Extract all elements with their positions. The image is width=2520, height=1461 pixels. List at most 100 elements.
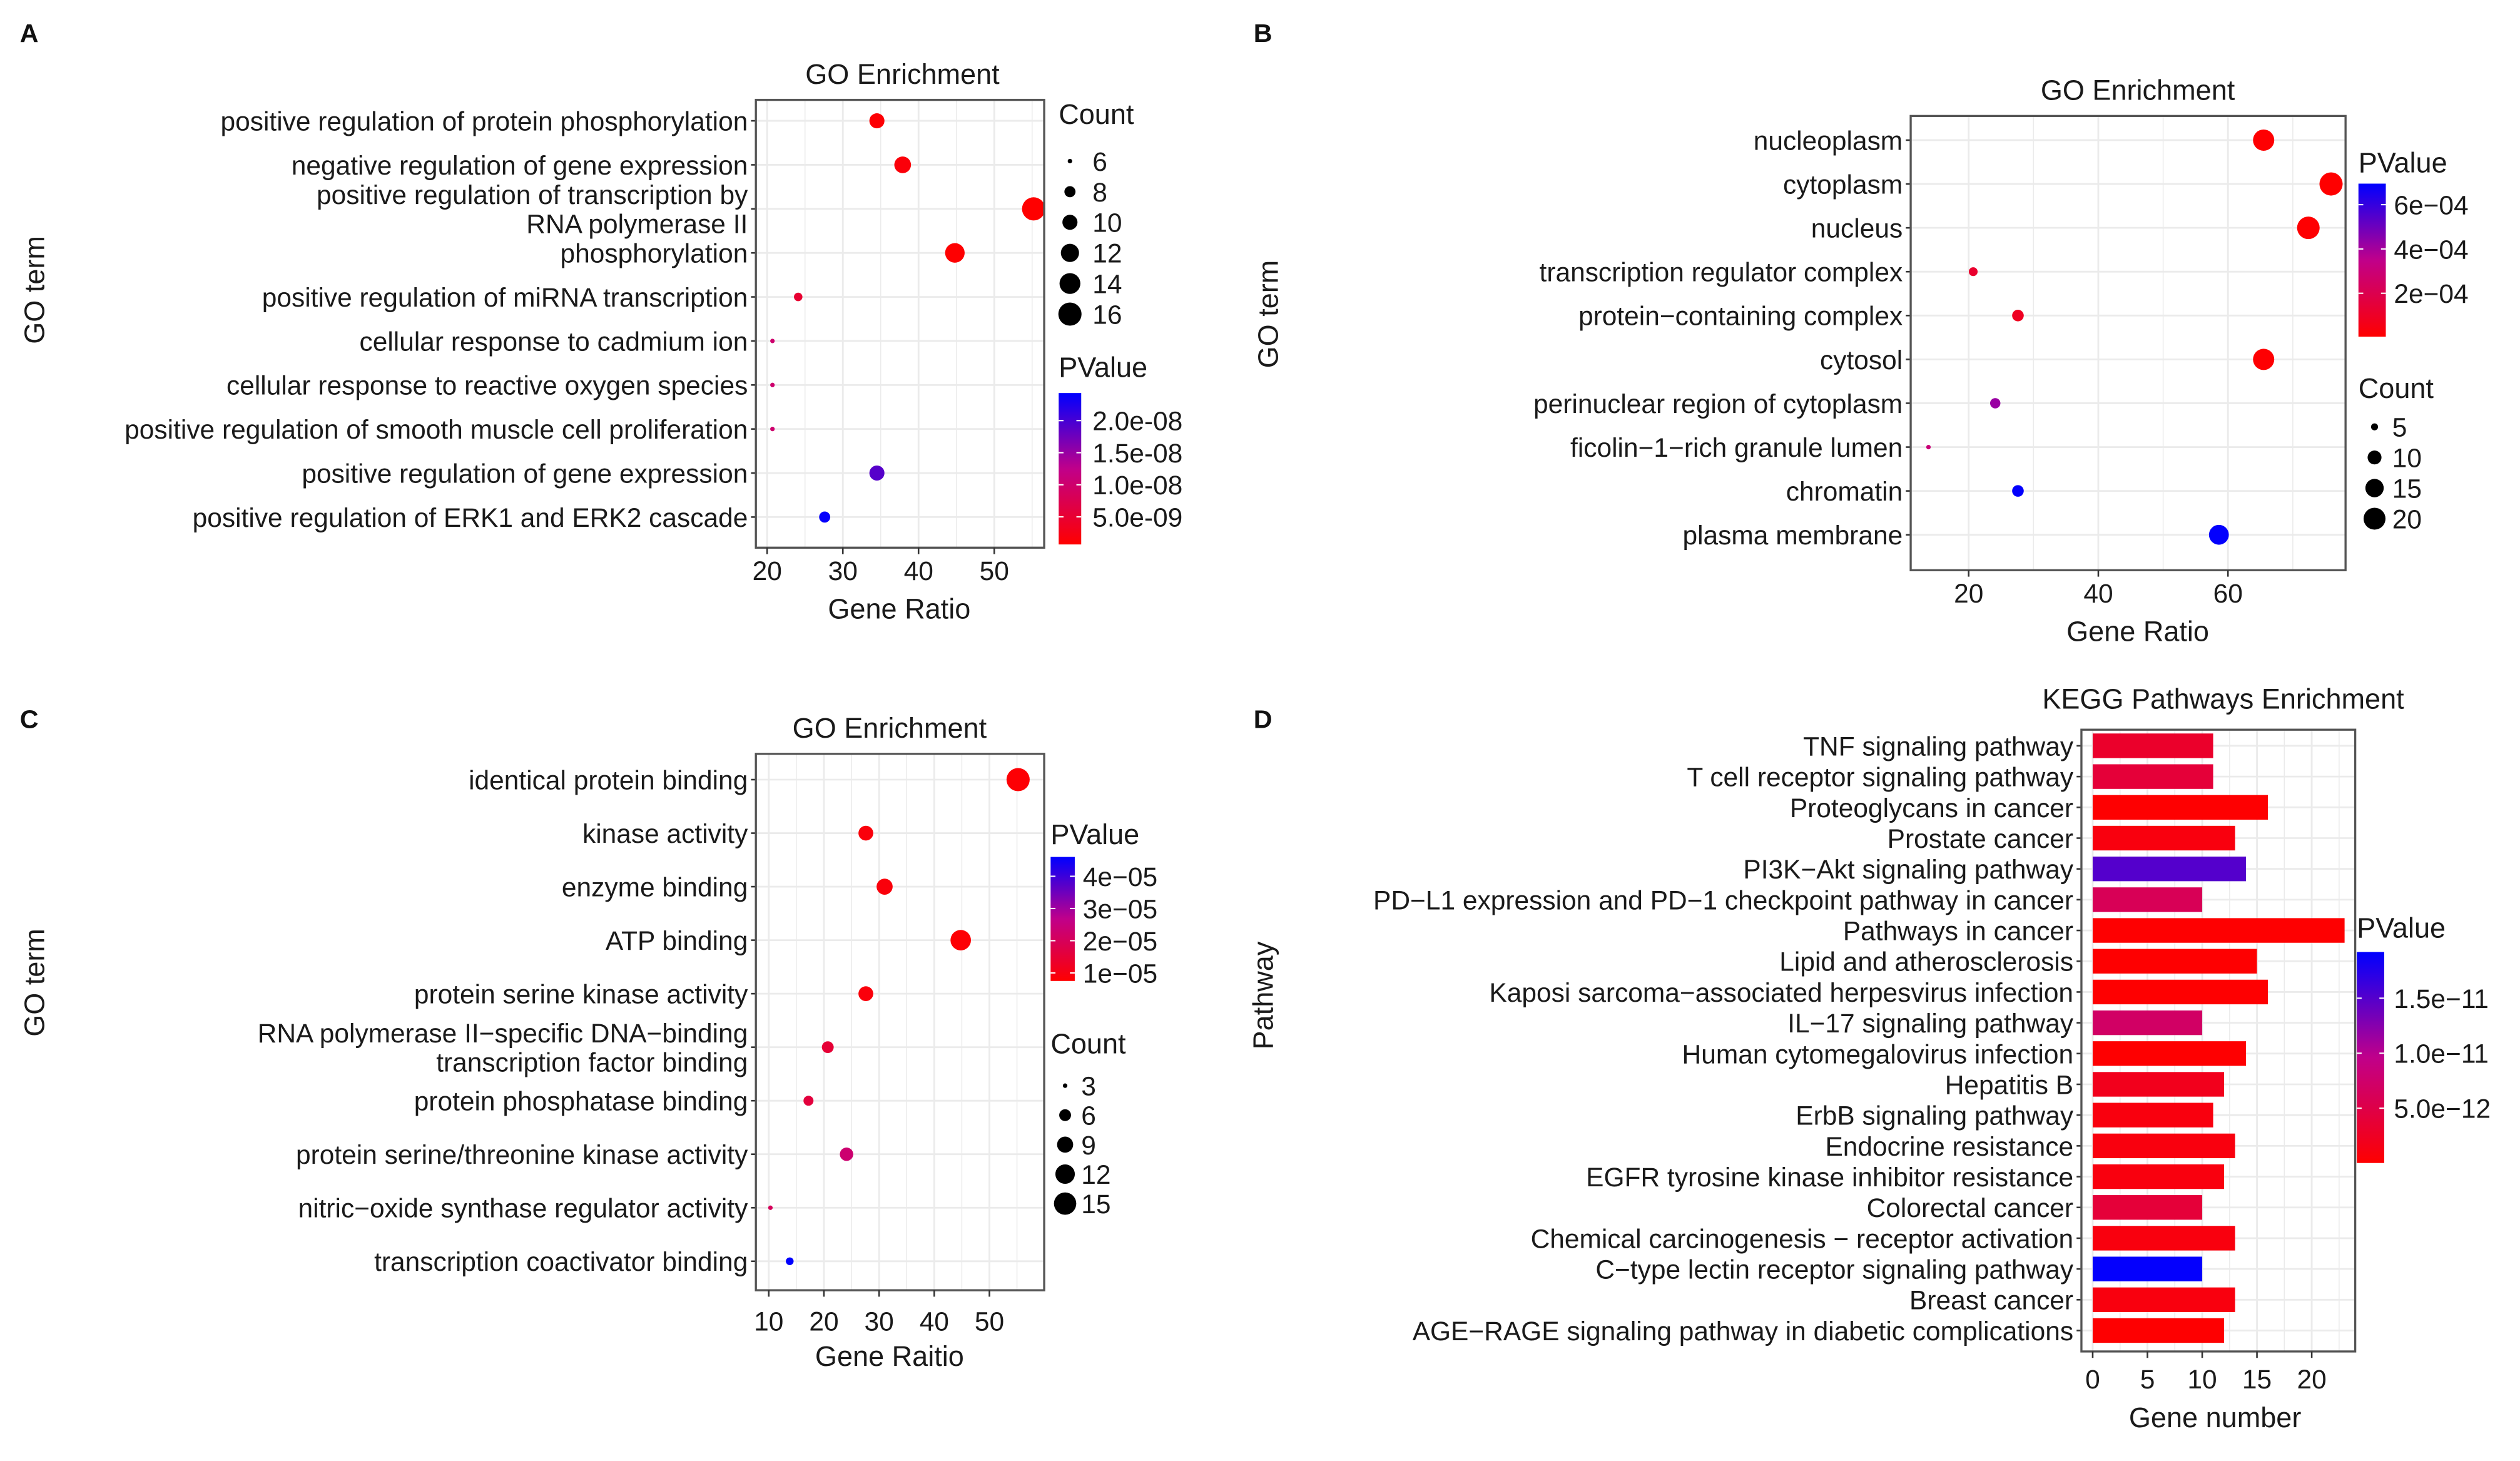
x-axis-label: Gene Ratio bbox=[2066, 616, 2209, 648]
chart-title: GO Enrichment bbox=[805, 58, 1000, 90]
category-label: positive regulation of gene expression bbox=[302, 459, 748, 488]
category-label-line: Chemical carcinogenesis − receptor activ… bbox=[1531, 1224, 2073, 1253]
data-point bbox=[1022, 197, 1045, 221]
colorbar bbox=[1050, 857, 1075, 981]
data-point bbox=[894, 156, 912, 173]
bar bbox=[2092, 887, 2203, 912]
data-point bbox=[950, 930, 971, 950]
panel-a-go-biological-process: A GO Enrichment positive regulation of pro… bbox=[18, 19, 1182, 625]
category-label-line: Prostate cancer bbox=[1887, 824, 2073, 853]
size-legend-label: 12 bbox=[1092, 239, 1122, 268]
colorbar-label: 3e−05 bbox=[1083, 894, 1157, 924]
colorbar bbox=[1059, 393, 1082, 545]
panel-label: B bbox=[1254, 19, 1273, 48]
category-label-line: positive regulation of miRNA transcripti… bbox=[262, 283, 748, 312]
category-label: cellular response to reactive oxygen spe… bbox=[226, 371, 748, 400]
plot-frame bbox=[2080, 728, 2357, 1353]
size-legend-label: 6 bbox=[1092, 147, 1107, 176]
bar bbox=[2092, 857, 2247, 882]
category-label-line: nucleus bbox=[1811, 214, 1903, 243]
colorbar-label: 1.5e-08 bbox=[1092, 439, 1182, 468]
category-label-line: EGFR tyrosine kinase inhibitor resistanc… bbox=[1586, 1163, 2073, 1192]
x-tick-label: 50 bbox=[980, 556, 1009, 586]
category-label: Proteoglycans in cancer bbox=[1790, 793, 2073, 823]
category-label-line: positive regulation of gene expression bbox=[302, 459, 748, 488]
category-label-line: protein phosphatase binding bbox=[414, 1087, 748, 1116]
size-legend-key bbox=[1062, 215, 1078, 230]
bar bbox=[2092, 1072, 2225, 1097]
category-label: Hepatitis B bbox=[1945, 1070, 2073, 1099]
colorbar bbox=[2357, 952, 2384, 1163]
category-label-line: protein serine kinase activity bbox=[414, 980, 748, 1009]
category-label: PI3K−Akt signaling pathway bbox=[1743, 855, 2073, 884]
category-label-line: PI3K−Akt signaling pathway bbox=[1743, 855, 2073, 884]
size-legend-key bbox=[1064, 186, 1076, 198]
bar bbox=[2092, 918, 2345, 943]
bar bbox=[2092, 1226, 2235, 1251]
grid-lines bbox=[756, 99, 1045, 548]
category-label-line: Human cytomegalovirus infection bbox=[1682, 1039, 2074, 1069]
x-tick-label: 0 bbox=[2085, 1365, 2100, 1394]
size-legend-label: 15 bbox=[2392, 474, 2422, 503]
data-point bbox=[2253, 349, 2275, 370]
category-label: perinuclear region of cytoplasm bbox=[1533, 389, 1903, 419]
data-point bbox=[2208, 524, 2229, 545]
size-legend-label: 5 bbox=[2392, 413, 2407, 442]
data-point bbox=[770, 339, 775, 344]
colorbar-label: 5.0e−12 bbox=[2394, 1094, 2491, 1124]
category-label: protein serine kinase activity bbox=[414, 980, 748, 1009]
size-legend-label: 10 bbox=[2392, 444, 2422, 473]
size-legend-key bbox=[1055, 1164, 1075, 1184]
size-legend-key bbox=[2365, 479, 2384, 497]
panel-label: C bbox=[20, 705, 39, 734]
chart-title: GO Enrichment bbox=[2041, 74, 2235, 106]
category-label: TNF signaling pathway bbox=[1803, 731, 2074, 761]
category-label-line: phosphorylation bbox=[560, 239, 748, 268]
size-legend-label: 8 bbox=[1092, 178, 1107, 207]
plot-frame bbox=[754, 98, 1045, 549]
colorbar-label: 5.0e-09 bbox=[1092, 503, 1182, 532]
category-label: Human cytomegalovirus infection bbox=[1682, 1039, 2074, 1069]
bar bbox=[2092, 1256, 2203, 1281]
size-legend-key bbox=[2370, 423, 2379, 430]
category-label: enzyme binding bbox=[562, 873, 748, 902]
plot-frame bbox=[1909, 115, 2347, 572]
bar bbox=[2092, 733, 2213, 758]
bar bbox=[2092, 1133, 2235, 1159]
y-axis-label: GO term bbox=[1252, 260, 1284, 369]
data-point bbox=[2012, 485, 2024, 497]
category-label: Breast cancer bbox=[1909, 1286, 2073, 1315]
data-point bbox=[2012, 310, 2024, 322]
data-point bbox=[1989, 398, 2001, 409]
category-label: transcription coactivator binding bbox=[374, 1247, 748, 1276]
x-axis-label: Gene number bbox=[2129, 1402, 2301, 1433]
category-label: cellular response to cadmium ion bbox=[360, 327, 748, 356]
size-legend-key bbox=[1057, 1136, 1074, 1153]
size-legend-key bbox=[1067, 158, 1072, 164]
color-legend-title: PValue bbox=[2359, 146, 2447, 178]
data-point bbox=[840, 1148, 853, 1161]
size-legend-label: 14 bbox=[1092, 270, 1122, 299]
x-tick-label: 40 bbox=[904, 556, 933, 586]
category-label-line: negative regulation of gene expression bbox=[292, 151, 748, 180]
category-label-line: RNA polymerase II bbox=[526, 209, 748, 238]
x-tick-label: 20 bbox=[2297, 1365, 2326, 1394]
category-label: positive regulation of ERK1 and ERK2 cas… bbox=[193, 503, 748, 532]
color-legend-title: PValue bbox=[2357, 912, 2446, 944]
data-point bbox=[768, 1205, 773, 1210]
y-axis-label: Pathway bbox=[1247, 941, 1279, 1049]
category-label: nucleus bbox=[1811, 214, 1903, 243]
category-label-line: cytosol bbox=[1820, 345, 1903, 375]
bar bbox=[2092, 1041, 2247, 1066]
category-label: positive regulation of protein phosphory… bbox=[220, 107, 748, 136]
colorbar-label: 1.0e-08 bbox=[1092, 471, 1182, 500]
size-legend-label: 6 bbox=[1081, 1101, 1096, 1131]
data-point bbox=[794, 292, 803, 302]
category-label-line: Endocrine resistance bbox=[1825, 1132, 2073, 1161]
colorbar-label: 6e−04 bbox=[2394, 191, 2468, 220]
category-label-line: AGE−RAGE signaling pathway in diabetic c… bbox=[1413, 1316, 2073, 1346]
category-label-line: IL−17 signaling pathway bbox=[1787, 1009, 2074, 1038]
plot-frame bbox=[754, 753, 1045, 1291]
x-tick-label: 40 bbox=[2083, 579, 2113, 608]
